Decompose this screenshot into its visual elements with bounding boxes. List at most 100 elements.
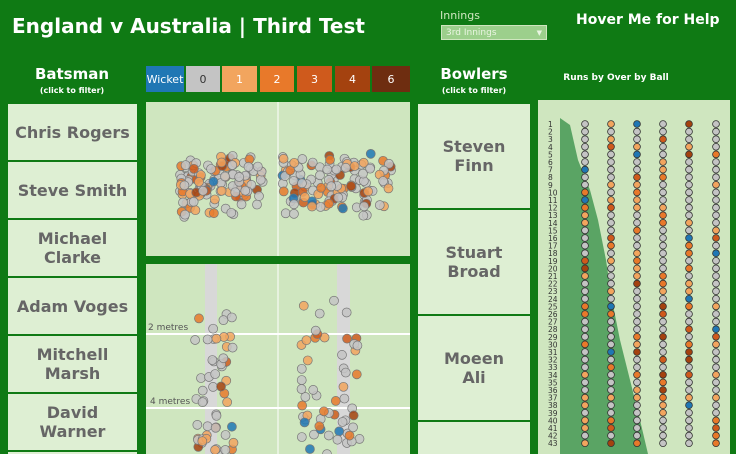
ball-dot bbox=[685, 249, 693, 258]
over-label: 25 bbox=[548, 302, 558, 311]
ball-dot bbox=[234, 172, 245, 182]
ball-dot bbox=[227, 342, 238, 353]
ball-dot bbox=[218, 353, 229, 364]
ball-dot bbox=[581, 203, 589, 212]
batsman-button[interactable]: Mitchell Marsh bbox=[8, 336, 137, 392]
legend-item[interactable]: Wicket bbox=[146, 66, 184, 92]
ball-dot bbox=[607, 173, 615, 182]
ball-dot bbox=[633, 294, 641, 303]
ball-dot bbox=[296, 384, 307, 394]
ball-dot bbox=[301, 335, 312, 346]
ball-dot bbox=[712, 386, 720, 394]
bowler-button[interactable]: Stuart Broad bbox=[418, 210, 530, 314]
ball-dot bbox=[659, 408, 667, 417]
ball-dot bbox=[685, 135, 693, 144]
ball-dot bbox=[289, 208, 299, 219]
ball-dot bbox=[348, 422, 358, 433]
ball-dot bbox=[339, 393, 350, 404]
innings-select[interactable]: 3rd Innings ▼ bbox=[441, 25, 547, 40]
ball-dot bbox=[341, 307, 352, 318]
legend-item[interactable]: 3 bbox=[297, 66, 332, 92]
ball-dot bbox=[227, 421, 237, 432]
ball-dot bbox=[607, 332, 615, 341]
ball-dot bbox=[289, 157, 300, 168]
ball-dot bbox=[197, 385, 208, 396]
ball-dot bbox=[712, 165, 720, 174]
ball-dot bbox=[359, 201, 369, 212]
ball-dot bbox=[633, 355, 641, 364]
ball-dot bbox=[659, 219, 667, 227]
ball-dot bbox=[180, 160, 191, 170]
ball-dot bbox=[607, 150, 615, 159]
ball-dot bbox=[712, 256, 720, 265]
batsman-button[interactable]: Adam Voges bbox=[8, 278, 137, 334]
ball-dot bbox=[659, 173, 667, 182]
ball-dot bbox=[633, 408, 641, 417]
ball-dot bbox=[607, 226, 615, 235]
ball-dot bbox=[607, 408, 615, 417]
ball-dot bbox=[712, 249, 720, 258]
ball-dot bbox=[322, 164, 333, 175]
ball-dot bbox=[581, 416, 589, 425]
over-label: 33 bbox=[548, 363, 558, 372]
legend-item[interactable]: 1 bbox=[222, 66, 257, 92]
ball-dot bbox=[378, 176, 388, 186]
over-label: 41 bbox=[548, 424, 558, 433]
ball-dot bbox=[278, 153, 289, 164]
legend-item[interactable]: 0 bbox=[186, 66, 220, 92]
ball-dot bbox=[607, 325, 615, 334]
batsman-button[interactable] bbox=[8, 452, 137, 454]
help[interactable]: Hover Me for Help bbox=[576, 12, 720, 28]
ball-dot bbox=[324, 198, 334, 209]
ball-dot bbox=[633, 143, 641, 151]
ball-dot bbox=[190, 335, 200, 345]
ball-dot bbox=[685, 158, 693, 166]
batsman-button[interactable]: Steve Smith bbox=[8, 162, 137, 218]
ball-dot bbox=[581, 127, 589, 136]
ball-dot bbox=[581, 302, 589, 311]
ball-dot bbox=[712, 226, 720, 235]
ball-dot bbox=[633, 439, 641, 448]
ball-dot bbox=[581, 234, 589, 242]
over-label: 6 bbox=[548, 158, 553, 167]
over-label: 42 bbox=[548, 432, 558, 441]
batsman-button[interactable]: David Warner bbox=[8, 394, 137, 450]
ball-dot bbox=[633, 127, 641, 136]
batsman-title: Batsman bbox=[34, 65, 110, 83]
ball-dot bbox=[712, 302, 720, 311]
bowler-button[interactable]: Steven Finn bbox=[418, 104, 530, 208]
batsman-button[interactable]: Chris Rogers bbox=[8, 104, 137, 160]
innings-value: 3rd Innings bbox=[446, 28, 497, 38]
bowler-button[interactable]: Moeen Ali bbox=[418, 316, 530, 420]
batsman-button[interactable]: Michael Clarke bbox=[8, 220, 137, 276]
legend-item[interactable]: 6 bbox=[372, 66, 410, 92]
ball-dot bbox=[633, 211, 641, 220]
ball-dot bbox=[581, 158, 589, 166]
ball-dot bbox=[659, 386, 667, 394]
ball-dot bbox=[712, 424, 720, 432]
bowler-button[interactable] bbox=[418, 422, 530, 454]
ball-dot bbox=[216, 157, 227, 168]
ball-dot bbox=[685, 378, 693, 387]
ball-dot bbox=[289, 199, 299, 210]
ball-dot bbox=[659, 439, 667, 448]
ball-dot bbox=[338, 381, 349, 392]
ball-dot bbox=[194, 177, 204, 187]
ball-dot bbox=[607, 234, 615, 242]
runs-title: Runs by Over by Ball bbox=[563, 73, 668, 83]
ball-dot bbox=[334, 426, 345, 437]
over-label: 30 bbox=[548, 340, 558, 349]
legend-item[interactable]: 4 bbox=[335, 66, 370, 92]
ball-dot bbox=[607, 431, 615, 440]
ball-dot bbox=[581, 181, 589, 189]
ball-dot bbox=[607, 219, 615, 227]
legend-item[interactable]: 2 bbox=[260, 66, 294, 92]
ball-dot bbox=[581, 226, 589, 235]
over-label: 20 bbox=[548, 264, 558, 273]
ball-dot bbox=[188, 196, 199, 207]
ball-dot bbox=[712, 431, 720, 440]
ball-dot bbox=[685, 165, 693, 174]
ball-dot bbox=[581, 294, 589, 303]
ball-dot bbox=[659, 272, 667, 280]
ball-dot bbox=[179, 180, 190, 191]
